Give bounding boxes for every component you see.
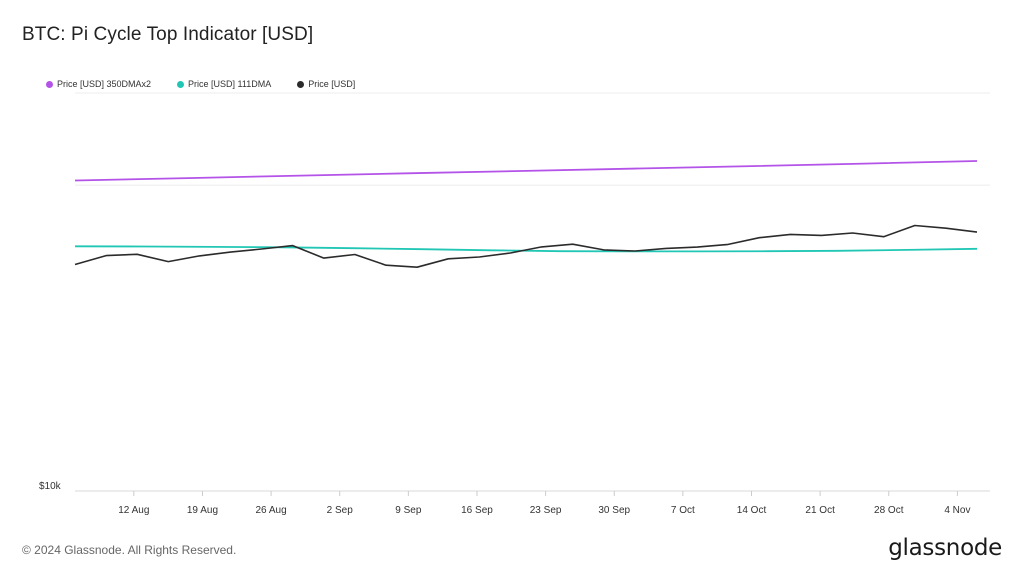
x-tick-label: 30 Sep: [598, 505, 630, 516]
x-tick-label: 14 Oct: [737, 505, 767, 516]
chart-grid: [75, 92, 990, 492]
chart-axes: $10k 12 Aug 19 Aug 26 Aug 2 Sep 9 Sep 16 Sep 23…: [39, 481, 990, 516]
legend-dot-price: [297, 80, 305, 88]
legend-label-111dma: Price [USD] 111DMA: [188, 79, 272, 89]
series-line-price-usd-350dmax2[interactable]: [74, 160, 978, 182]
x-tick-label: 28 Oct: [874, 505, 904, 516]
y-tick-label: $10k: [39, 481, 62, 492]
x-tick-label: 21 Oct: [805, 505, 835, 516]
x-tick-label: 19 Aug: [187, 505, 218, 516]
legend-dot-350dmax2: [46, 80, 53, 88]
legend-dot-111dma: [177, 80, 185, 88]
x-tick-label: 16 Sep: [461, 505, 493, 516]
x-tick-label: 12 Aug: [118, 505, 149, 516]
x-tick-label: 26 Aug: [256, 505, 287, 516]
legend-label-price: Price [USD]: [308, 79, 356, 89]
legend-item-350dmax2[interactable]: Price [USD] 350DMAx2: [46, 79, 151, 89]
x-tick-label: 23 Sep: [530, 505, 562, 516]
legend-item-price[interactable]: Price [USD]: [297, 79, 355, 89]
legend-item-111dma[interactable]: Price [USD] 111DMA: [177, 79, 271, 89]
x-tick-label: 7 Oct: [671, 505, 695, 516]
chart-legend: Price [USD] 350DMAx2 Price [USD] 111DMA …: [46, 79, 381, 89]
copyright-text: © 2024 Glassnode. All Rights Reserved.: [22, 543, 237, 557]
series-line-price-usd[interactable]: [74, 224, 978, 269]
x-tick-label: 9 Sep: [395, 505, 422, 516]
legend-label-350dmax2: Price [USD] 350DMAx2: [57, 79, 152, 89]
chart-series: [74, 160, 978, 269]
glassnode-logo: glassnode: [888, 535, 1002, 561]
x-tick-label: 2 Sep: [327, 505, 354, 516]
page-title: BTC: Pi Cycle Top Indicator [USD]: [22, 24, 314, 45]
x-tick-label: 4 Nov: [944, 505, 970, 516]
